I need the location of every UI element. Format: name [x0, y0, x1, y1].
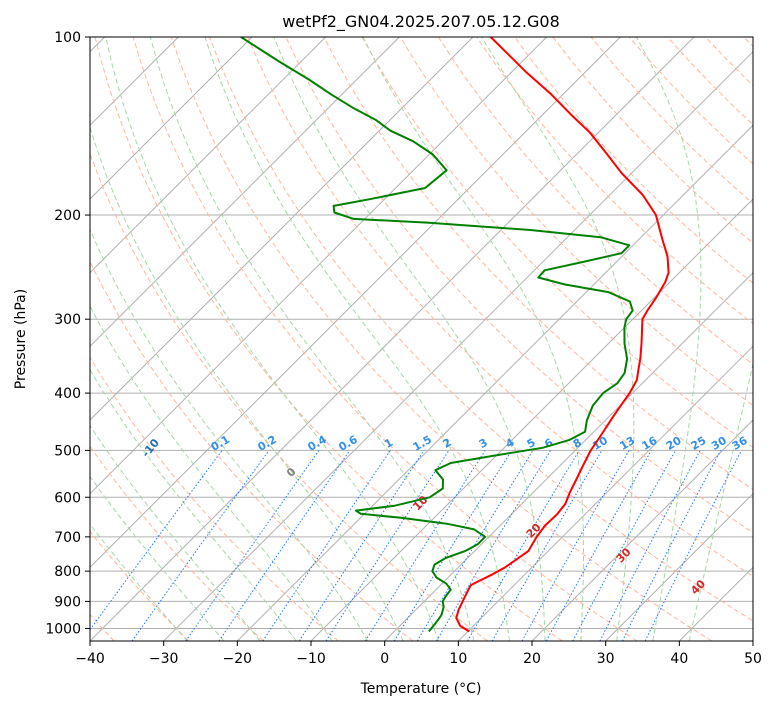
- mixing-ratio-line: [218, 450, 351, 641]
- dewpoint-line: [240, 37, 634, 633]
- dry-adiabat-line: [170, 37, 712, 641]
- dry-adiabat-line: [90, 445, 264, 641]
- axis-layer: −40 −30 −20 −10 0 10 20 30 40 50 1000 900 800 700 600 5…: [45, 30, 762, 667]
- mixing-ratio-line: [416, 450, 534, 641]
- y-axis-label: Pressure (hPa): [13, 289, 29, 389]
- chart-title: wetPf2_GN04.2025.207.05.12.G08: [282, 12, 560, 32]
- x-tick-label: 50: [744, 651, 762, 667]
- isotherm-line: [236, 124, 753, 641]
- mixing-ratio-line: [599, 450, 701, 641]
- dry-adiabat-line: [90, 530, 190, 641]
- series-layer: [240, 37, 670, 633]
- isotherm-line: [457, 345, 753, 641]
- y-tick-label: 900: [54, 594, 81, 610]
- x-tick-label: −40: [75, 651, 105, 667]
- mixing-ratio-line: [521, 450, 630, 641]
- isotherm-line: [90, 37, 548, 495]
- temperature-line: [455, 37, 670, 633]
- moist-adiabat-line: [635, 37, 702, 641]
- isotherm-line: [752, 640, 753, 641]
- x-tick-label: 30: [597, 651, 615, 667]
- dry-adiabat-line: [209, 37, 753, 622]
- mixing-ratio-line: [131, 450, 270, 641]
- mixing-ratio-line: [572, 450, 676, 641]
- x-tick-label: 40: [670, 651, 688, 667]
- mixing-ratio-line: [298, 450, 425, 641]
- mixing-ratio-line: [325, 450, 450, 641]
- isotherm-line: [90, 37, 400, 348]
- y-tick-label: 1000: [45, 621, 81, 637]
- x-axis-label: Temperature (°C): [360, 681, 482, 697]
- moist-adiabat-line: [90, 228, 369, 641]
- mixing-ratio-line: [364, 450, 486, 641]
- isotherm-line: [605, 492, 753, 641]
- mixing-ratio-line: [90, 450, 223, 631]
- dry-adiabat-line: [514, 37, 753, 284]
- moist-adiabat-line: [688, 361, 753, 641]
- y-tick-label: 200: [54, 208, 81, 224]
- y-tick-label: 800: [54, 564, 81, 580]
- moist-adiabat-line: [481, 37, 635, 641]
- isotherm-line: [90, 37, 253, 200]
- moist-adiabat-line: [90, 424, 261, 641]
- isotherm-line: [90, 37, 621, 569]
- x-tick-label: −20: [223, 651, 253, 667]
- dry-adiabat-label: -20: [54, 399, 77, 423]
- dry-adiabat-line: [90, 152, 488, 641]
- x-tick-label: 20: [523, 651, 541, 667]
- x-tick-label: 0: [380, 651, 389, 667]
- x-tick-label: −10: [296, 651, 326, 667]
- plot-background: [90, 37, 753, 641]
- moist-adiabat-line: [90, 125, 404, 641]
- y-tick-label: 100: [54, 30, 81, 46]
- dry-adiabat-line: [132, 37, 638, 641]
- mixing-ratio-line: [262, 450, 391, 641]
- dry-adiabat-line: [399, 37, 753, 407]
- dry-adiabat-line: [90, 260, 414, 641]
- y-tick-label: 600: [54, 490, 81, 506]
- mixing-ratio-line: [435, 450, 552, 641]
- y-tick-label: 500: [54, 443, 81, 459]
- mixing-ratio-line: [621, 450, 722, 641]
- moist-adiabat-line: [204, 37, 510, 641]
- moist-adiabat-line: [90, 475, 225, 641]
- isotherm-line: [90, 37, 327, 274]
- grid-layer: [90, 37, 753, 641]
- dry-adiabat-line: [437, 37, 753, 365]
- moist-adiabat-line: [90, 305, 333, 641]
- dry-adiabat-line: [323, 37, 753, 491]
- y-tick-label: 300: [54, 312, 81, 328]
- isotherm-line: [384, 271, 753, 641]
- mixing-ratio-line: [185, 450, 320, 641]
- moist-adiabat-line: [362, 37, 584, 641]
- y-tick-label: 400: [54, 386, 81, 402]
- moist-adiabat-line: [105, 37, 439, 641]
- dry-adiabat-line: [90, 356, 339, 641]
- plot-frame: [89, 36, 754, 642]
- x-tick-label: −30: [149, 651, 179, 667]
- isotherm-line: [90, 37, 474, 421]
- mixing-ratio-line: [644, 450, 742, 641]
- moist-adiabat-line: [273, 37, 546, 641]
- y-tick-label: 700: [54, 530, 81, 546]
- isotherm-line: [531, 419, 753, 641]
- mixing-ratio-line: [393, 450, 513, 641]
- isotherm-line: [163, 50, 753, 641]
- dry-adiabat-line: [94, 37, 563, 641]
- mixing-ratio-line: [545, 450, 652, 641]
- dry-adiabat-line: [247, 37, 753, 577]
- x-tick-label: 10: [449, 651, 467, 667]
